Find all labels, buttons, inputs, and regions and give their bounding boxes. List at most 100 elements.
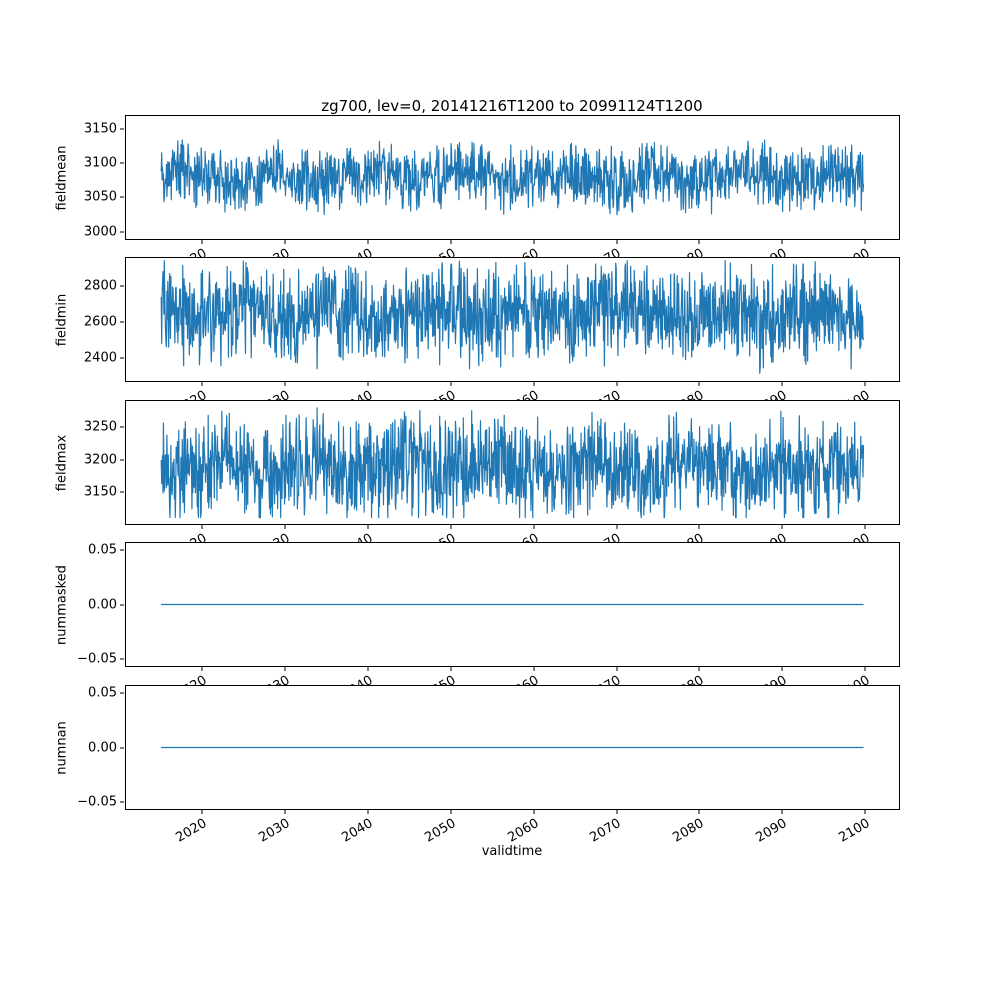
axes-fieldmin	[125, 257, 900, 382]
x-tick-mark	[698, 525, 700, 529]
x-tick-label: 2080	[670, 816, 707, 846]
x-tick-mark	[284, 667, 286, 671]
x-tick-mark	[533, 382, 535, 386]
y-tick-mark	[120, 801, 124, 803]
y-tick-label: 3150	[83, 484, 117, 500]
y-tick-mark	[120, 459, 124, 461]
y-tick-label: 0.00	[88, 597, 117, 612]
y-tick-label: 0.05	[88, 685, 117, 701]
x-tick-mark	[864, 667, 866, 671]
x-tick-mark	[864, 382, 866, 386]
x-tick-mark	[201, 382, 203, 386]
x-tick-label: 2050	[422, 816, 459, 846]
y-tick-mark	[120, 321, 124, 323]
x-tick-mark	[864, 240, 866, 244]
x-tick-mark	[781, 525, 783, 529]
x-tick-label: 2030	[256, 816, 293, 846]
x-tick-mark	[864, 810, 866, 814]
x-tick-mark	[781, 240, 783, 244]
y-tick-mark	[120, 231, 124, 233]
x-tick-mark	[450, 382, 452, 386]
y-tick-label: −0.05	[77, 651, 117, 667]
y-tick-label: 3050	[83, 189, 117, 205]
x-tick-mark	[533, 240, 535, 244]
x-tick-mark	[367, 525, 369, 529]
y-tick-mark	[120, 692, 124, 694]
y-tick-mark	[120, 491, 124, 493]
x-tick-mark	[450, 667, 452, 671]
x-tick-mark	[533, 810, 535, 814]
series-line-numnan	[161, 746, 864, 749]
x-tick-mark	[616, 667, 618, 671]
y-tick-label: 3100	[83, 155, 117, 171]
series-line-nummasked	[161, 603, 864, 606]
x-tick-mark	[367, 810, 369, 814]
x-tick-mark	[284, 810, 286, 814]
x-tick-mark	[698, 667, 700, 671]
y-axis-label-nummasked: nummasked	[54, 564, 70, 645]
x-tick-mark	[533, 667, 535, 671]
y-tick-mark	[120, 747, 124, 748]
x-tick-mark	[616, 240, 618, 244]
x-tick-mark	[367, 240, 369, 244]
y-tick-label: 0.00	[88, 740, 117, 755]
series-line-fieldmean	[160, 139, 865, 216]
x-tick-mark	[450, 810, 452, 814]
x-tick-mark	[616, 525, 618, 529]
y-tick-label: 3200	[83, 452, 117, 468]
axes-numnan	[125, 685, 900, 810]
y-tick-label: 3250	[83, 419, 117, 435]
x-tick-mark	[284, 382, 286, 386]
x-tick-mark	[698, 240, 700, 244]
x-tick-mark	[201, 667, 203, 671]
x-tick-label: 2020	[173, 816, 210, 846]
y-tick-label: 3000	[83, 224, 117, 240]
y-tick-mark	[120, 549, 124, 551]
y-tick-label: 2600	[83, 314, 117, 330]
axes-fieldmax	[125, 400, 900, 525]
x-tick-mark	[864, 525, 866, 529]
x-tick-mark	[781, 810, 783, 814]
x-tick-mark	[367, 382, 369, 386]
axes-fieldmean	[125, 115, 900, 240]
x-tick-mark	[284, 240, 286, 244]
y-tick-mark	[120, 426, 124, 428]
x-tick-mark	[616, 382, 618, 386]
x-tick-mark	[450, 525, 452, 529]
y-tick-label: 3150	[83, 121, 117, 137]
axes-nummasked	[125, 542, 900, 667]
x-tick-label: 2100	[836, 816, 873, 846]
x-tick-mark	[201, 240, 203, 244]
y-tick-mark	[120, 658, 124, 660]
y-tick-mark	[120, 357, 124, 359]
y-tick-mark	[120, 285, 124, 287]
series-line-fieldmax	[160, 407, 865, 519]
x-tick-label: 2060	[504, 816, 542, 846]
x-tick-mark	[201, 810, 203, 814]
x-tick-mark	[698, 810, 700, 814]
chart-title: zg700, lev=0, 20141216T1200 to 20991124T…	[321, 97, 703, 115]
x-tick-label: 2070	[587, 816, 625, 846]
y-tick-label: 2800	[83, 278, 117, 294]
series-line-fieldmin	[160, 260, 865, 374]
x-tick-mark	[781, 667, 783, 671]
y-axis-label-fieldmax: fieldmax	[54, 434, 70, 491]
x-tick-label: 2090	[753, 816, 790, 846]
y-tick-mark	[120, 162, 124, 164]
y-axis-label-fieldmin: fieldmin	[54, 293, 70, 346]
y-axis-label-fieldmean: fieldmean	[54, 145, 70, 210]
y-tick-mark	[120, 128, 124, 130]
y-tick-mark	[120, 604, 124, 605]
x-tick-mark	[367, 667, 369, 671]
x-tick-mark	[533, 525, 535, 529]
x-tick-mark	[450, 240, 452, 244]
x-axis-label: validtime	[481, 844, 543, 859]
y-tick-mark	[120, 196, 124, 198]
x-tick-mark	[781, 382, 783, 386]
x-tick-label: 2040	[339, 816, 376, 846]
y-tick-label: −0.05	[77, 794, 117, 810]
x-tick-mark	[201, 525, 203, 529]
y-tick-label: 2400	[83, 350, 117, 366]
x-tick-mark	[698, 382, 700, 386]
